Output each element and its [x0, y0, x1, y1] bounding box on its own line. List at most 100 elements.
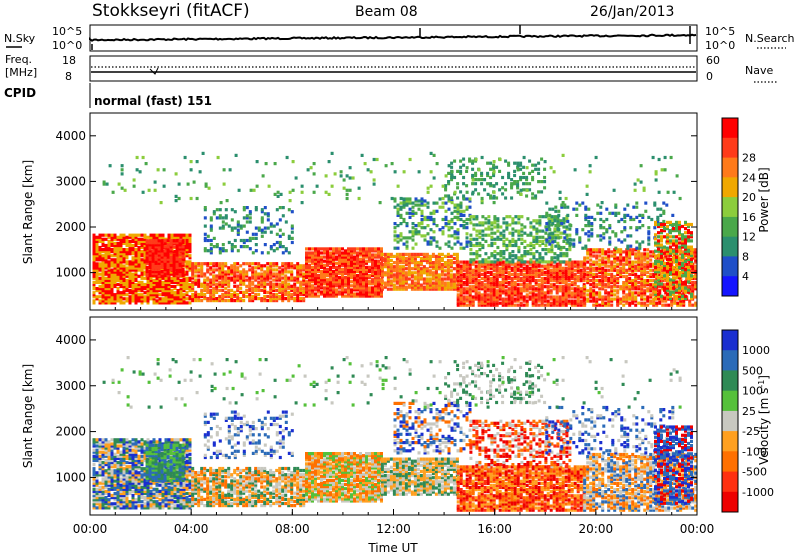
heatmap-cell: [438, 205, 442, 209]
heatmap-cell: [637, 258, 641, 262]
heatmap-cell: [452, 277, 456, 281]
heatmap-cell: [407, 258, 411, 263]
heatmap-cell: [407, 269, 411, 273]
heatmap-cell: [116, 264, 120, 268]
heatmap-cell: [553, 252, 557, 256]
heatmap-cell: [652, 293, 656, 297]
heatmap-cell: [278, 274, 282, 278]
heatmap-cell: [365, 290, 368, 294]
heatmap-cell: [302, 286, 306, 290]
nave-tick-low: 0: [706, 70, 713, 83]
heatmap-cell: [483, 266, 487, 270]
heatmap-cell: [480, 293, 484, 297]
heatmap-cell: [212, 294, 216, 299]
heatmap-cell: [227, 299, 231, 303]
heatmap-cell: [510, 293, 514, 297]
heatmap-cell: [410, 258, 414, 263]
heatmap-cell: [401, 256, 405, 261]
heatmap-cell: [290, 240, 294, 245]
heatmap-cell: [175, 245, 179, 249]
heatmap-cell: [395, 256, 399, 261]
heatmap-cell: [95, 245, 99, 250]
heatmap-cell: [535, 260, 539, 264]
heatmap-cell: [414, 199, 418, 203]
heatmap-cell: [549, 289, 553, 293]
heatmap-cell: [537, 291, 541, 295]
heatmap-cell: [449, 287, 453, 291]
heatmap-cell: [209, 294, 213, 299]
heatmap-cell: [567, 276, 571, 281]
heatmap-cell: [359, 288, 362, 292]
heatmap-cell: [484, 258, 488, 262]
heatmap-cell: [483, 289, 487, 293]
heatmap-cell: [496, 229, 500, 233]
heatmap-cell: [344, 294, 347, 298]
heatmap-cell: [537, 274, 541, 279]
heatmap-cell: [573, 299, 577, 303]
heatmap-cell: [502, 243, 506, 248]
heatmap-cell: [437, 279, 441, 283]
heatmap-cell: [522, 175, 526, 180]
heatmap-cell: [395, 285, 399, 289]
heatmap-cell: [353, 294, 356, 298]
heatmap-cell: [543, 175, 547, 180]
heatmap-cell: [175, 247, 179, 251]
heatmap-cell: [248, 268, 252, 272]
heatmap-cell: [477, 266, 481, 270]
heatmap-cell: [308, 278, 311, 282]
heatmap-cell: [107, 256, 111, 260]
heatmap-cell: [411, 230, 415, 234]
heatmap-cell: [119, 284, 123, 289]
heatmap-cell: [449, 285, 453, 289]
heatmap-cell: [508, 215, 512, 219]
heatmap-cell: [498, 289, 502, 293]
heatmap-cell: [326, 274, 329, 278]
heatmap-cell: [446, 287, 450, 291]
heatmap-cell: [570, 303, 574, 307]
heatmap-cell: [227, 292, 231, 297]
heatmap-cell: [402, 205, 406, 209]
heatmap-cell: [341, 267, 344, 271]
heatmap-cell: [425, 254, 429, 258]
heatmap-cell: [248, 212, 252, 216]
heatmap-cell: [269, 230, 273, 234]
heatmap-cell: [377, 249, 380, 253]
heatmap-cell: [110, 284, 114, 289]
heatmap-cell: [218, 226, 222, 230]
heatmap-cell: [616, 276, 620, 281]
heatmap-cell: [634, 256, 638, 260]
heatmap-cell: [480, 281, 484, 285]
heatmap-cell: [131, 297, 135, 301]
heatmap-cell: [428, 256, 432, 261]
heatmap-cell: [134, 301, 138, 305]
heatmap-cell: [338, 292, 341, 296]
heatmap-cell: [416, 252, 420, 256]
heatmap-cell: [443, 287, 447, 291]
heatmap-cell: [194, 299, 198, 303]
heatmap-cell: [221, 270, 225, 274]
heatmap-cell: [233, 270, 237, 274]
heatmap-cell: [456, 232, 460, 236]
heatmap-cell: [125, 278, 129, 282]
heatmap-cell: [137, 264, 141, 268]
heatmap-cell: [589, 299, 593, 303]
heatmap-cell: [212, 278, 216, 282]
heatmap-cell: [558, 272, 562, 276]
heatmap-cell: [419, 258, 423, 263]
heatmap-cell: [254, 286, 258, 290]
heatmap-cell: [266, 218, 270, 222]
heatmap-cell: [151, 269, 155, 274]
heatmap-cell: [125, 297, 129, 301]
heatmap-cell: [254, 236, 258, 240]
heatmap-cell: [236, 230, 240, 234]
heatmap-cell: [564, 279, 568, 283]
heatmap-cell: [495, 293, 499, 297]
heatmap-cell: [314, 282, 317, 286]
heatmap-cell: [107, 241, 111, 245]
heatmap-cell: [583, 289, 587, 293]
heatmap-cell: [449, 258, 453, 263]
heatmap-cell: [157, 261, 161, 265]
heatmap-cell: [516, 260, 520, 264]
heatmap-cell: [640, 260, 644, 264]
heatmap-cell: [293, 288, 297, 292]
